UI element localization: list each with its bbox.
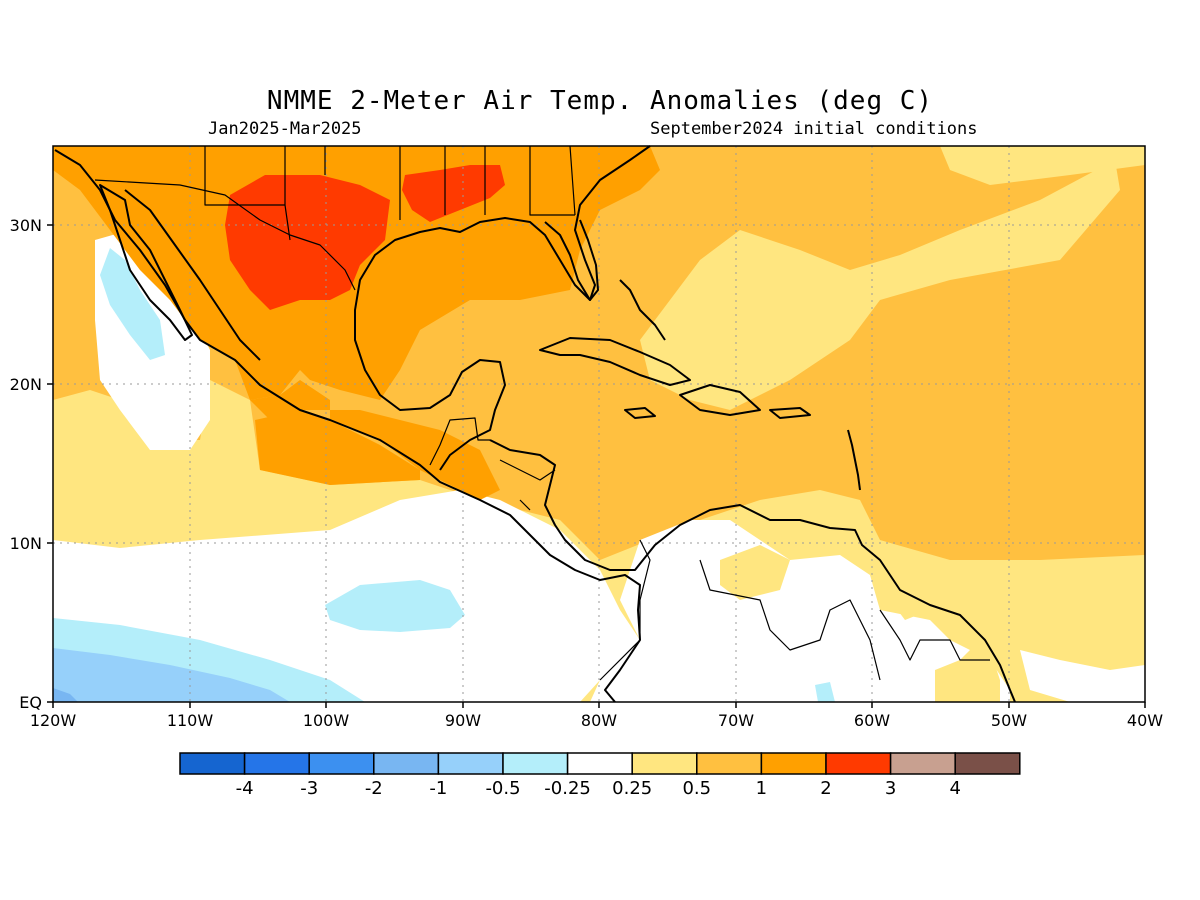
border-central-america xyxy=(429,417,556,511)
lat-label-eq: EQ xyxy=(19,693,42,712)
coastlines xyxy=(54,145,1016,703)
colorbar-label: 2 xyxy=(820,778,831,799)
longitude-labels: 120W 110W 100W 90W 80W 70W 60W 50W 40W xyxy=(30,711,1163,730)
lon-label-60w: 60W xyxy=(854,711,890,730)
colorbar-label: -3 xyxy=(300,778,318,799)
field-warm-central-america xyxy=(250,380,500,500)
field-warm-tehuantepec xyxy=(255,410,420,485)
colorbar-swatch xyxy=(760,752,827,775)
colorbar-swatch xyxy=(825,752,892,775)
colorbar-swatch xyxy=(954,752,1021,775)
field-neutral-atlantic-equator xyxy=(1020,650,1145,702)
colorbar-swatch xyxy=(631,752,698,775)
colorbar-label: 1 xyxy=(756,778,767,799)
colorbar-label: 3 xyxy=(885,778,896,799)
colorbar-swatch xyxy=(437,752,504,775)
forecast-period: Jan2025-Mar2025 xyxy=(208,119,362,139)
colorbar: -4 -3 -2 -1 -0.5 -0.25 0.25 0.5 1 2 3 4 xyxy=(179,752,1021,799)
coastline-puerto-rico xyxy=(769,407,811,419)
colorbar-swatch xyxy=(373,752,440,775)
border-us-states xyxy=(204,145,576,241)
coastline-florida xyxy=(544,219,599,301)
lon-label-110w: 110W xyxy=(167,711,214,730)
colorbar-label: 4 xyxy=(949,778,960,799)
lat-label-30n: 30N xyxy=(10,216,42,235)
field-weak-warm-venezuela xyxy=(720,545,790,600)
coastline-lesser-antilles xyxy=(847,429,861,491)
colorbar-label: -1 xyxy=(429,778,447,799)
coastline-gulf-mexico xyxy=(354,145,651,471)
colorbar-swatch xyxy=(696,752,763,775)
field-strong-warm-louisiana xyxy=(402,165,505,222)
map-title: NMME 2-Meter Air Temp. Anomalies (deg C) xyxy=(266,86,934,116)
field-weak-cool-baja xyxy=(100,248,165,360)
border-south-america xyxy=(599,539,990,681)
lat-label-20n: 20N xyxy=(10,375,42,394)
field-neutral-south-america xyxy=(590,520,1010,702)
colorbar-swatch xyxy=(502,752,569,775)
colorbar-label: -0.5 xyxy=(485,778,520,799)
initial-conditions: September2024 initial conditions xyxy=(650,119,978,139)
coastline-pacific-mexico xyxy=(54,149,641,703)
colorbar-label: 0.5 xyxy=(682,778,711,799)
colorbar-label: -4 xyxy=(236,778,254,799)
colorbar-label: -2 xyxy=(365,778,383,799)
colorbar-swatch xyxy=(308,752,375,775)
lon-label-50w: 50W xyxy=(991,711,1027,730)
coastline-central-america-caribbean xyxy=(489,439,1016,703)
anomaly-fields xyxy=(53,146,1145,702)
field-weak-warm-atlantic-north xyxy=(940,146,1145,185)
colorbar-swatch xyxy=(566,752,633,775)
lon-label-40w: 40W xyxy=(1127,711,1163,730)
coastline-gulf-california xyxy=(124,189,261,361)
lon-label-120w: 120W xyxy=(30,711,77,730)
lon-label-100w: 100W xyxy=(303,711,350,730)
field-weak-warm-atlantic xyxy=(640,160,1120,410)
lat-label-10n: 10N xyxy=(10,534,42,553)
colorbar-label: -0.25 xyxy=(544,778,591,799)
colorbar-swatch xyxy=(243,752,310,775)
field-weak-cool-amazon xyxy=(815,682,835,702)
field-cool-corner xyxy=(53,688,78,702)
field-weak-warm-guianas xyxy=(850,560,1000,702)
field-weak-cool-pacific xyxy=(325,580,465,632)
colorbar-label: 0.25 xyxy=(612,778,652,799)
lon-label-90w: 90W xyxy=(445,711,481,730)
colorbar-swatch xyxy=(179,752,246,775)
lon-label-70w: 70W xyxy=(718,711,754,730)
graticule xyxy=(53,146,1145,702)
coastline-cuba xyxy=(539,337,691,386)
coastline-hispaniola xyxy=(679,384,761,416)
colorbar-swatch xyxy=(889,752,956,775)
field-moderate-cool-south xyxy=(53,648,290,702)
coastline-bahamas xyxy=(619,279,666,341)
border-us-mexico xyxy=(94,179,356,291)
coastline-jamaica xyxy=(624,407,656,419)
coastline-baja xyxy=(99,184,193,341)
lon-label-80w: 80W xyxy=(581,711,617,730)
latitude-labels: 30N 20N 10N EQ xyxy=(10,216,42,712)
axis-ticks xyxy=(47,224,1146,708)
